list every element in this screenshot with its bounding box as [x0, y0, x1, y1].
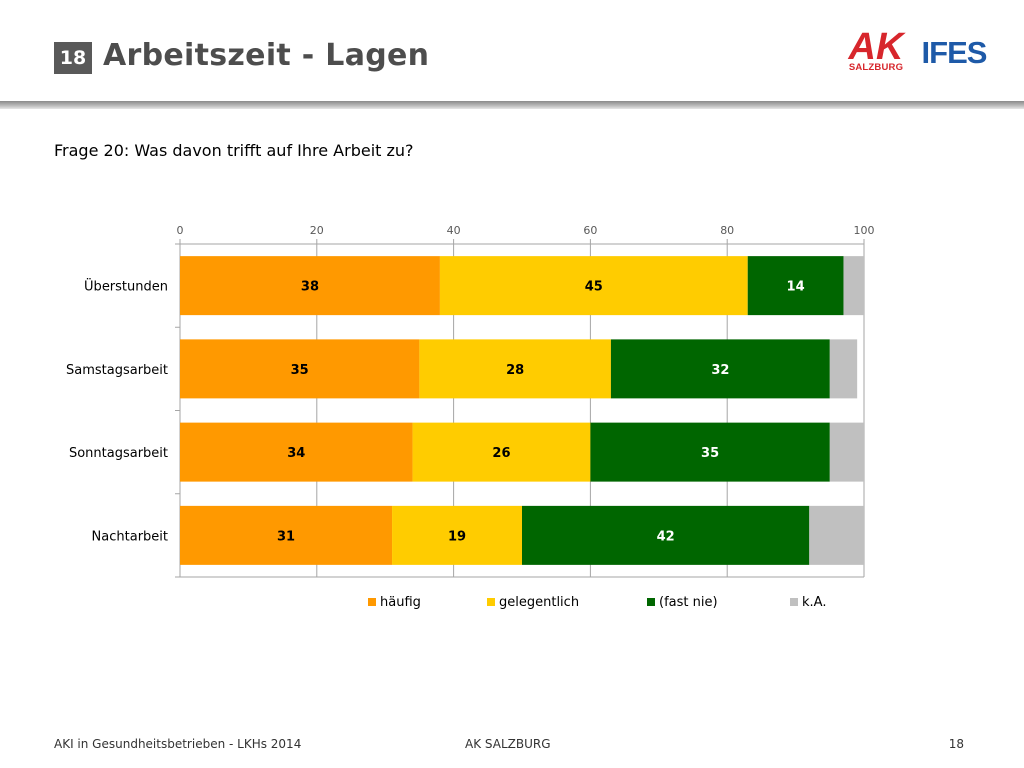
bar-segment: [180, 422, 413, 482]
ak-logo-subtitle: SALZBURG: [848, 62, 904, 73]
legend-label: häufig: [380, 595, 421, 610]
bar-segment: [180, 256, 440, 316]
bar-segment: [843, 256, 864, 316]
data-label: 31: [277, 529, 295, 544]
slide-number-badge: 18: [54, 42, 92, 74]
ifes-logo-mark: IFES: [922, 36, 988, 66]
data-label: 35: [291, 363, 309, 378]
bar-segment: [829, 422, 864, 482]
data-label: 26: [492, 446, 510, 461]
data-label: 38: [301, 280, 319, 295]
x-tick-label: 40: [447, 224, 461, 237]
bar-segment: [590, 422, 830, 482]
data-label: 19: [448, 529, 466, 544]
data-label: 28: [506, 363, 524, 378]
bar-segment: [610, 339, 830, 399]
legend-swatch: [487, 598, 495, 606]
category-label: Nachtarbeit: [92, 529, 168, 544]
bar-segment: [747, 256, 844, 316]
bar-segment: [439, 256, 748, 316]
data-label: 34: [287, 446, 305, 461]
x-tick-label: 80: [720, 224, 734, 237]
legend-swatch: [368, 598, 376, 606]
bar-segment: [809, 505, 864, 565]
header-divider: [0, 101, 1024, 109]
category-label: Überstunden: [84, 278, 168, 295]
category-label: Sonntagsarbeit: [69, 446, 168, 461]
footer-left-text: AKI in Gesundheitsbetrieben - LKHs 2014: [54, 737, 302, 751]
x-tick-label: 0: [177, 224, 184, 237]
legend-label: k.A.: [802, 595, 826, 610]
bar-segment: [392, 505, 522, 565]
x-tick-label: 60: [583, 224, 597, 237]
footer-page-number: 18: [948, 737, 964, 751]
data-label: 42: [657, 529, 675, 544]
bar-segment: [412, 422, 591, 482]
data-label: 45: [585, 280, 603, 295]
survey-question: Frage 20: Was davon trifft auf Ihre Arbe…: [54, 141, 414, 160]
ifes-logo-letters: IFES: [922, 36, 987, 66]
bar-segment: [180, 339, 420, 399]
data-label: 32: [711, 363, 729, 378]
ak-salzburg-logo: AK SALZBURG: [844, 28, 908, 74]
slide-number: 18: [59, 47, 87, 69]
ifes-logo: IFES: [918, 36, 990, 66]
bar-segment: [180, 505, 393, 565]
x-tick-label: 20: [310, 224, 324, 237]
category-label: Samstagsarbeit: [66, 363, 168, 378]
legend-label: gelegentlich: [499, 595, 579, 610]
legend-swatch: [647, 598, 655, 606]
ak-logo-letters: AK: [848, 28, 906, 62]
data-label: 14: [787, 280, 805, 295]
slide-title: Arbeitszeit - Lagen: [103, 38, 430, 73]
footer-center-text: AK SALZBURG: [465, 737, 551, 751]
ak-logo-mark: AK: [848, 28, 906, 62]
legend-label: (fast nie): [659, 595, 718, 610]
bar-segment: [522, 505, 810, 565]
bar-segment: [419, 339, 611, 399]
bar-segment: [829, 339, 858, 399]
x-tick-label: 100: [854, 224, 875, 237]
legend-swatch: [790, 598, 798, 606]
data-label: 35: [701, 446, 719, 461]
